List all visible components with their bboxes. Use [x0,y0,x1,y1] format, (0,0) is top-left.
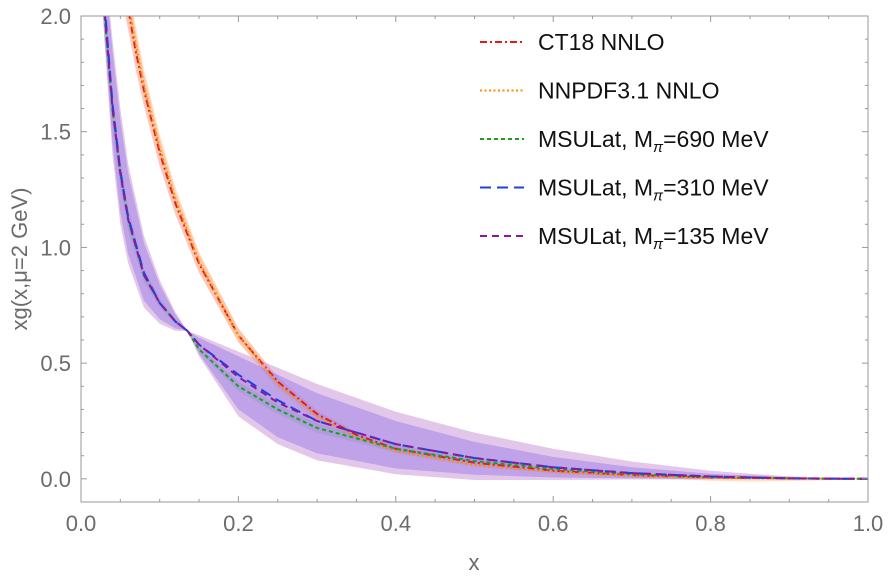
y-axis-label: xg(x,μ=2 GeV) [7,188,32,331]
x-tick-label: 0.4 [381,511,412,536]
legend-label-msulat-m-690-mev: MSULat, Mπ=690 MeV [538,126,769,156]
x-tick-label: 0.6 [538,511,569,536]
legend-label-nnpdf3-1-nnlo: NNPDF3.1 NNLO [538,78,719,104]
x-tick-label: 0.0 [66,511,97,536]
y-tick-label: 1.5 [40,120,71,145]
axis-ticks: 0.0 0.2 0.4 0.6 0.8 1.0 0.0 0.5 1.0 1.5 2.0 [40,4,883,536]
x-tick-label: 0.8 [695,511,726,536]
y-tick-label: 2.0 [40,4,71,29]
legend-label-msulat-m-135-mev: MSULat, Mπ=135 MeV [538,223,769,253]
series-line-ct18-nnlo [128,16,868,480]
y-tick-label: 1.0 [40,235,71,260]
y-tick-label: 0.0 [40,467,71,492]
series-line-nnpdf3-1-nnlo [129,16,868,480]
x-tick-label: 0.2 [223,511,254,536]
x-tick-label: 1.0 [853,511,884,536]
series-lines [103,16,868,480]
series-line-msulat-m-135-mev [103,16,868,480]
legend-label-msulat-m-310-mev: MSULat, Mπ=310 MeV [538,175,769,205]
x-axis-label: x [469,550,480,575]
y-tick-label: 0.5 [40,351,71,376]
legend: CT18 NNLO NNPDF3.1 NNLO MSULat, Mπ=690 MeV… [480,29,769,253]
series-line-msulat-m-310-mev [104,16,868,480]
legend-label-ct18-nnlo: CT18 NNLO [538,29,665,55]
